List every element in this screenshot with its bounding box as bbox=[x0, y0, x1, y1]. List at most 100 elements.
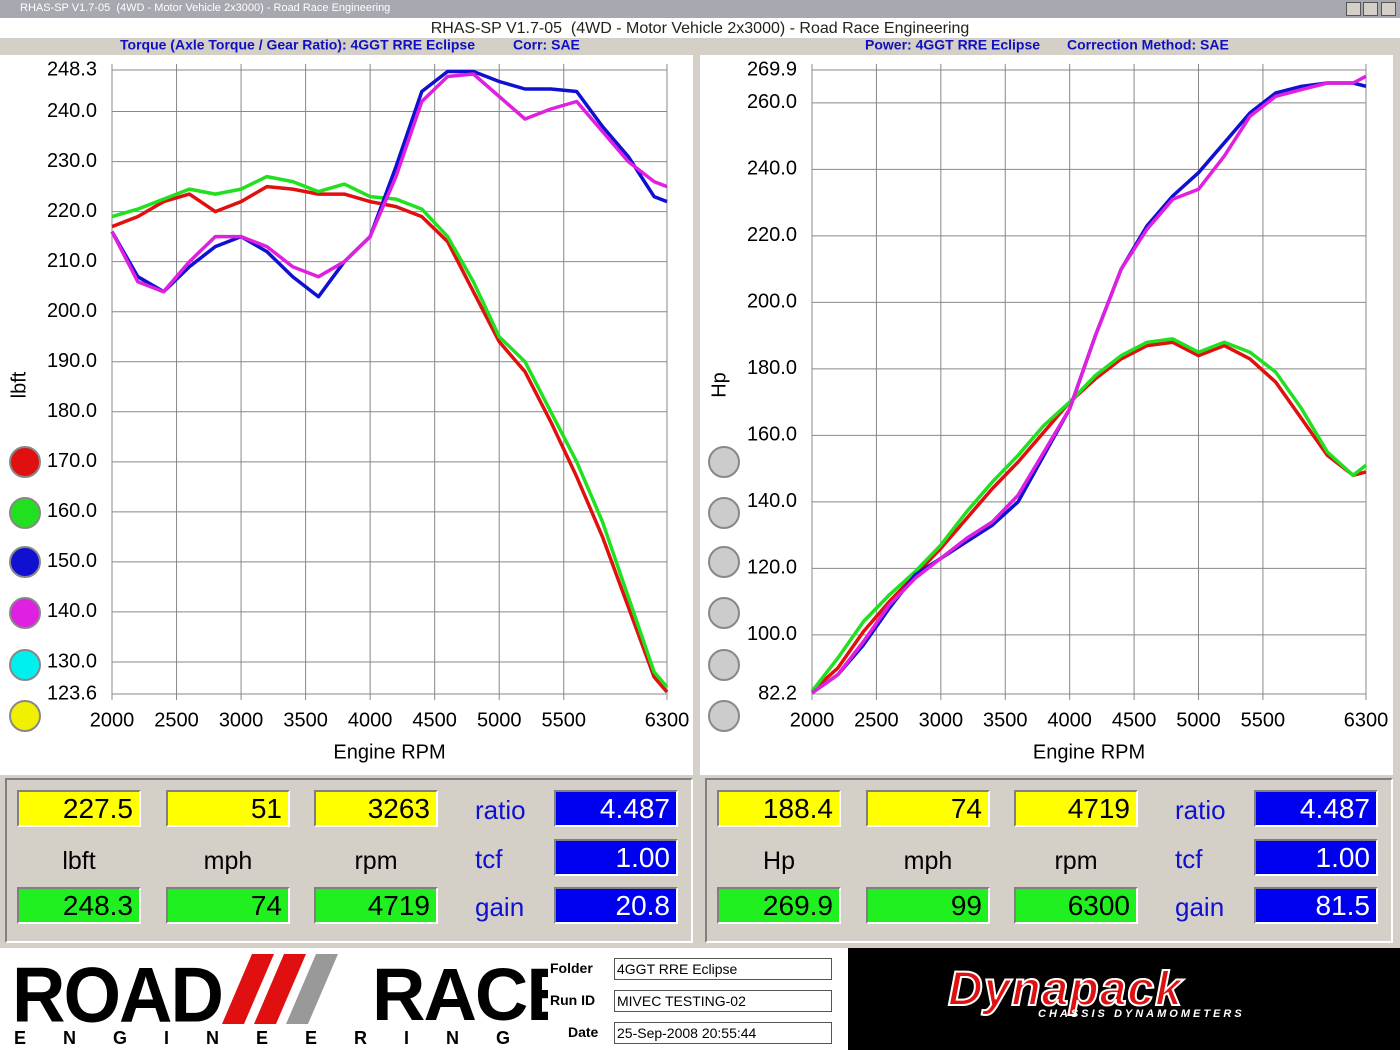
x-axis-label: Engine RPM bbox=[1033, 741, 1145, 763]
x-tick-label: 5500 bbox=[541, 709, 586, 731]
header-strip: RHAS-SP V1.7-05 (4WD - Motor Vehicle 2x3… bbox=[0, 18, 1400, 38]
y-tick-label: 140.0 bbox=[47, 600, 97, 622]
series-line bbox=[110, 69, 668, 299]
y-tick-label: 180.0 bbox=[47, 400, 97, 422]
field-value: MIVEC TESTING-02 bbox=[614, 990, 832, 1012]
brand-tagline: CHASSIS DYNAMOMETERS bbox=[1038, 1008, 1245, 1020]
logo-tagline: ENGINEERING bbox=[14, 1028, 548, 1048]
run-selector[interactable] bbox=[9, 497, 41, 529]
factor-value: 1.00 bbox=[554, 839, 678, 876]
peak-value: 6300 bbox=[1014, 887, 1138, 924]
y-tick-label: 120.0 bbox=[747, 557, 797, 579]
x-tick-label: 4000 bbox=[1047, 709, 1092, 731]
brand-name: Dynapack bbox=[947, 962, 1183, 1017]
unit-label: lbft bbox=[62, 847, 96, 875]
y-axis-label: lbft bbox=[8, 371, 30, 398]
chart-panel bbox=[0, 55, 693, 775]
run-selector[interactable] bbox=[9, 649, 41, 681]
factor-label: tcf bbox=[1175, 844, 1203, 874]
field-value: 25-Sep-2008 20:55:44 bbox=[614, 1022, 832, 1044]
peak-value: 99 bbox=[866, 887, 990, 924]
unit-label: rpm bbox=[1054, 847, 1098, 875]
series-line bbox=[111, 174, 669, 689]
y-tick-label: 269.9 bbox=[747, 58, 797, 80]
factor-value: 81.5 bbox=[1254, 887, 1378, 924]
logo-slashes bbox=[222, 954, 338, 1024]
title-bar-text: RHAS-SP V1.7-05 (4WD - Motor Vehicle 2x3… bbox=[20, 2, 391, 14]
y-tick-label: 190.0 bbox=[47, 350, 97, 372]
run-selector[interactable] bbox=[9, 700, 41, 732]
y-tick-label: 160.0 bbox=[747, 424, 797, 446]
y-tick-label: 260.0 bbox=[747, 91, 797, 113]
x-tick-label: 3500 bbox=[283, 709, 328, 731]
y-tick-label: 100.0 bbox=[747, 623, 797, 645]
field-value: 4GGT RRE Eclipse bbox=[614, 958, 832, 980]
x-tick-label: 3000 bbox=[919, 709, 964, 731]
x-tick-label: 2000 bbox=[90, 709, 135, 731]
run-info: Folder 4GGT RRE Eclipse Run ID MIVEC TESTIN… bbox=[548, 948, 848, 1050]
logo-word: ROAD bbox=[12, 950, 224, 1039]
peak-value: 269.9 bbox=[717, 887, 841, 924]
y-tick-label: 210.0 bbox=[47, 250, 97, 272]
x-tick-label: 6300 bbox=[1344, 709, 1389, 731]
y-tick-label: 150.0 bbox=[47, 550, 97, 572]
x-tick-label: 4500 bbox=[412, 709, 457, 731]
y-tick-label: 170.0 bbox=[47, 450, 97, 472]
factor-value: 4.487 bbox=[1254, 790, 1378, 827]
run-selector[interactable] bbox=[708, 497, 740, 529]
y-tick-label: 248.3 bbox=[47, 58, 97, 80]
run-selector[interactable] bbox=[9, 446, 41, 478]
field-label: Date bbox=[568, 1024, 599, 1040]
series-line bbox=[110, 72, 668, 294]
peak-value: 4719 bbox=[314, 887, 438, 924]
run-selector[interactable] bbox=[708, 597, 740, 629]
x-tick-label: 2500 bbox=[854, 709, 899, 731]
y-tick-label: 160.0 bbox=[47, 500, 97, 522]
chart-title: Torque (Axle Torque / Gear Ratio): 4GGT … bbox=[120, 37, 475, 53]
unit-label: mph bbox=[203, 847, 253, 875]
run-selector[interactable] bbox=[9, 546, 41, 578]
field-label: Folder bbox=[550, 960, 593, 976]
cursor-value: 51 bbox=[166, 790, 290, 827]
unit-label: mph bbox=[903, 847, 953, 875]
cursor-value: 3263 bbox=[314, 790, 438, 827]
y-tick-label: 240.0 bbox=[47, 100, 97, 122]
x-tick-label: 6300 bbox=[645, 709, 690, 731]
cursor-value: 74 bbox=[866, 790, 990, 827]
factor-label: ratio bbox=[1175, 795, 1226, 825]
factor-label: gain bbox=[1175, 892, 1225, 922]
y-tick-label: 200.0 bbox=[747, 291, 797, 313]
unit-label: rpm bbox=[354, 847, 398, 875]
run-selector[interactable] bbox=[708, 700, 740, 732]
y-axis-label: Hp bbox=[708, 372, 730, 398]
minimize-button[interactable] bbox=[1346, 2, 1361, 16]
x-tick-label: 3500 bbox=[983, 709, 1028, 731]
series-line bbox=[810, 74, 1367, 695]
close-button[interactable] bbox=[1381, 2, 1396, 16]
run-selector[interactable] bbox=[9, 597, 41, 629]
dynapack-logo: Dynapack CHASSIS DYNAMOMETERS bbox=[848, 948, 1400, 1050]
series-line bbox=[111, 184, 669, 694]
x-axis-label: Engine RPM bbox=[333, 741, 445, 763]
y-tick-label: 140.0 bbox=[747, 490, 797, 512]
rre-logo: ROAD RACE ENGINEERING bbox=[0, 948, 576, 1050]
maximize-button[interactable] bbox=[1363, 2, 1378, 16]
x-tick-label: 5000 bbox=[477, 709, 522, 731]
x-tick-label: 5500 bbox=[1241, 709, 1286, 731]
factor-label: gain bbox=[475, 892, 525, 922]
readout-panel bbox=[705, 778, 1393, 943]
run-selector[interactable] bbox=[708, 446, 740, 478]
x-tick-label: 4500 bbox=[1112, 709, 1157, 731]
factor-value: 4.487 bbox=[554, 790, 678, 827]
charts: Torque (Axle Torque / Gear Ratio): 4GGT … bbox=[0, 36, 1400, 775]
title-bar: RHAS-SP V1.7-05 (4WD - Motor Vehicle 2x3… bbox=[0, 0, 1400, 18]
y-tick-label: 220.0 bbox=[47, 200, 97, 222]
factor-label: tcf bbox=[475, 844, 503, 874]
factor-label: ratio bbox=[475, 795, 526, 825]
run-selector[interactable] bbox=[708, 649, 740, 681]
y-tick-label: 220.0 bbox=[747, 224, 797, 246]
header-row bbox=[0, 38, 1400, 55]
readout-panel bbox=[5, 778, 693, 943]
run-selector[interactable] bbox=[708, 546, 740, 578]
